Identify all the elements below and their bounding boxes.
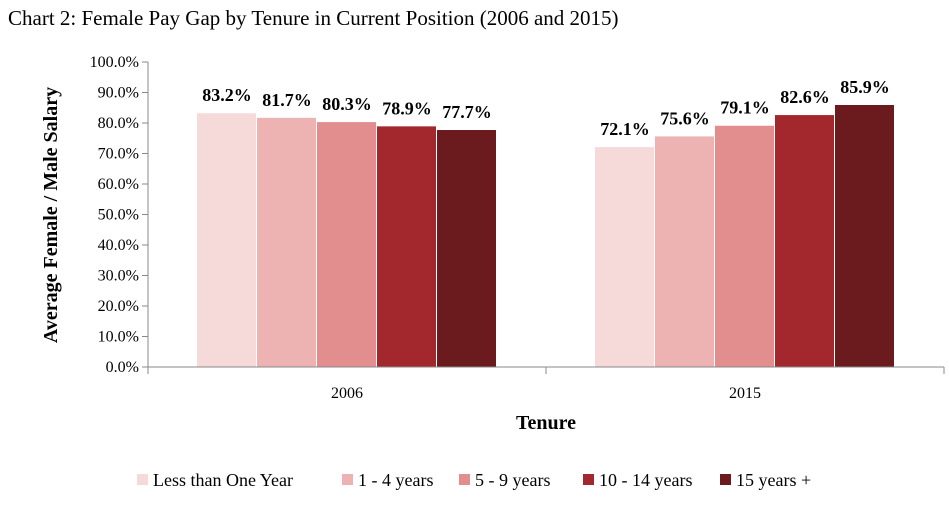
legend-swatch	[720, 474, 731, 485]
data-label: 83.2%	[202, 85, 252, 105]
x-tick-label: 2015	[729, 385, 761, 402]
legend-item-label: 5 - 9 years	[475, 470, 550, 490]
bar	[317, 122, 376, 368]
data-label: 82.6%	[780, 87, 830, 107]
data-label: 79.1%	[720, 98, 770, 118]
legend-item-label: 1 - 4 years	[358, 470, 433, 490]
legend: Less than One Year 1 - 4 years 5 - 9 years…	[137, 470, 811, 490]
chart-title: Chart 2: Female Pay Gap by Tenure in Cur…	[8, 6, 619, 30]
legend-item-label: 15 years +	[736, 470, 811, 490]
y-axis: 0.0% 10.0% 20.0% 30.0% 40.0% 50.0% 60.0% 70.0% 8…	[90, 54, 149, 376]
legend-swatch	[342, 474, 353, 485]
legend-swatch	[583, 474, 594, 485]
y-tick-label: 0.0%	[106, 359, 139, 376]
data-label: 75.6%	[660, 108, 710, 128]
bar	[595, 147, 654, 367]
legend-swatch	[137, 474, 148, 485]
bar	[257, 117, 316, 367]
bar	[655, 136, 714, 367]
bars	[197, 105, 894, 368]
y-tick-label: 30.0%	[98, 268, 139, 285]
x-axis: 2006 2015	[147, 366, 945, 402]
y-tick-label: 100.0%	[90, 54, 139, 71]
y-tick-label: 80.0%	[98, 115, 139, 132]
data-label: 85.9%	[840, 77, 890, 97]
legend-item-label: Less than One Year	[153, 470, 293, 490]
y-tick-label: 10.0%	[98, 329, 139, 346]
y-tick-label: 90.0%	[98, 85, 139, 102]
x-tick-label: 2006	[331, 385, 363, 402]
data-label: 77.7%	[442, 102, 492, 122]
data-label: 80.3%	[322, 94, 372, 114]
y-tick-label: 70.0%	[98, 146, 139, 163]
data-labels: 83.2% 81.7% 80.3% 78.9% 77.7% 72.1% 75.6% 79.1%…	[202, 77, 890, 139]
y-axis-title: Average Female / Male Salary	[40, 87, 62, 343]
y-tick-label: 60.0%	[98, 176, 139, 193]
bar	[377, 126, 436, 367]
legend-swatch	[459, 474, 470, 485]
data-label: 72.1%	[600, 119, 650, 139]
bar	[715, 125, 774, 368]
data-label: 81.7%	[262, 90, 312, 110]
bar	[437, 130, 496, 367]
x-axis-title: Tenure	[516, 412, 576, 434]
bar	[197, 113, 256, 368]
legend-item-label: 10 - 14 years	[599, 470, 692, 490]
data-label: 78.9%	[382, 98, 432, 118]
y-tick-label: 20.0%	[98, 298, 139, 315]
y-tick-label: 50.0%	[98, 207, 139, 224]
bar	[835, 105, 894, 367]
y-tick-label: 40.0%	[98, 237, 139, 254]
bar	[775, 115, 834, 367]
